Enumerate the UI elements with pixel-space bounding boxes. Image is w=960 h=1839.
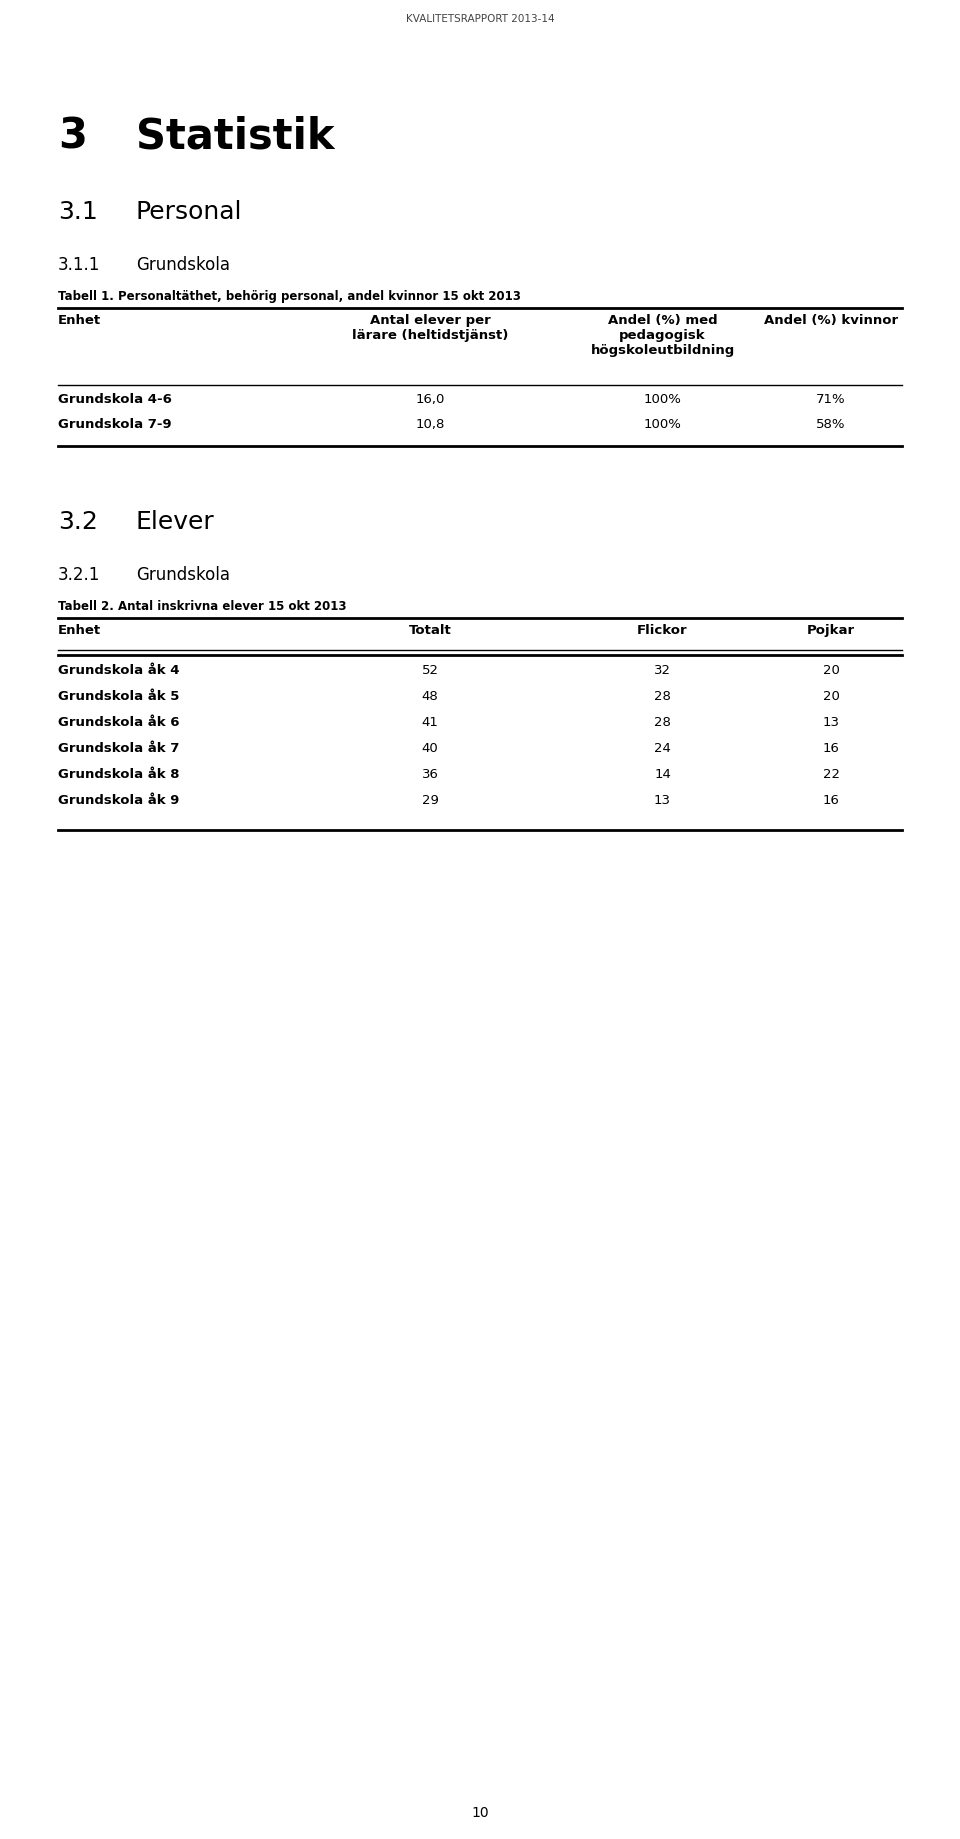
Text: Antal elever per
lärare (heltidstjänst): Antal elever per lärare (heltidstjänst)	[351, 314, 508, 342]
Text: Tabell 2. Antal inskrivna elever 15 okt 2013: Tabell 2. Antal inskrivna elever 15 okt …	[58, 600, 347, 612]
Text: 3.2.1: 3.2.1	[58, 566, 101, 585]
Text: Andel (%) med
pedagogisk
högskoleutbildning: Andel (%) med pedagogisk högskoleutbildn…	[590, 314, 734, 357]
Text: 10: 10	[471, 1806, 489, 1821]
Text: 16: 16	[823, 794, 839, 807]
Text: 24: 24	[654, 741, 671, 756]
Text: 48: 48	[421, 690, 439, 702]
Text: Flickor: Flickor	[637, 623, 687, 636]
Text: 20: 20	[823, 690, 839, 702]
Text: Tabell 1. Personaltäthet, behörig personal, andel kvinnor 15 okt 2013: Tabell 1. Personaltäthet, behörig person…	[58, 291, 521, 303]
Text: 14: 14	[654, 769, 671, 782]
Text: Grundskola åk 5: Grundskola åk 5	[58, 690, 180, 702]
Text: KVALITETSRAPPORT 2013-14: KVALITETSRAPPORT 2013-14	[406, 15, 554, 24]
Text: 13: 13	[654, 794, 671, 807]
Text: 22: 22	[823, 769, 839, 782]
Text: Grundskola åk 8: Grundskola åk 8	[58, 769, 180, 782]
Text: 3: 3	[58, 116, 87, 156]
Text: 40: 40	[421, 741, 439, 756]
Text: Andel (%) kvinnor: Andel (%) kvinnor	[764, 314, 898, 327]
Text: Grundskola: Grundskola	[136, 256, 230, 274]
Text: 3.1: 3.1	[58, 200, 98, 224]
Text: 41: 41	[421, 715, 439, 728]
Text: Elever: Elever	[136, 509, 215, 533]
Text: 3.1.1: 3.1.1	[58, 256, 101, 274]
Text: Grundskola: Grundskola	[136, 566, 230, 585]
Text: 28: 28	[654, 690, 671, 702]
Text: 29: 29	[421, 794, 439, 807]
Text: 100%: 100%	[643, 394, 682, 406]
Text: Grundskola 7-9: Grundskola 7-9	[58, 417, 172, 430]
Text: Personal: Personal	[136, 200, 243, 224]
Text: Statistik: Statistik	[136, 116, 334, 156]
Text: 10,8: 10,8	[416, 417, 444, 430]
Text: Totalt: Totalt	[409, 623, 451, 636]
Text: Grundskola åk 7: Grundskola åk 7	[58, 741, 180, 756]
Text: 100%: 100%	[643, 417, 682, 430]
Text: Grundskola åk 6: Grundskola åk 6	[58, 715, 180, 728]
Text: 16,0: 16,0	[416, 394, 444, 406]
Text: Grundskola 4-6: Grundskola 4-6	[58, 394, 172, 406]
Text: 36: 36	[421, 769, 439, 782]
Text: 58%: 58%	[816, 417, 846, 430]
Text: 3.2: 3.2	[58, 509, 98, 533]
Text: 71%: 71%	[816, 394, 846, 406]
Text: 13: 13	[823, 715, 839, 728]
Text: 32: 32	[654, 664, 671, 677]
Text: 28: 28	[654, 715, 671, 728]
Text: Grundskola åk 9: Grundskola åk 9	[58, 794, 180, 807]
Text: Enhet: Enhet	[58, 314, 101, 327]
Text: Grundskola åk 4: Grundskola åk 4	[58, 664, 180, 677]
Text: 52: 52	[421, 664, 439, 677]
Text: 16: 16	[823, 741, 839, 756]
Text: Enhet: Enhet	[58, 623, 101, 636]
Text: 20: 20	[823, 664, 839, 677]
Text: Pojkar: Pojkar	[807, 623, 855, 636]
